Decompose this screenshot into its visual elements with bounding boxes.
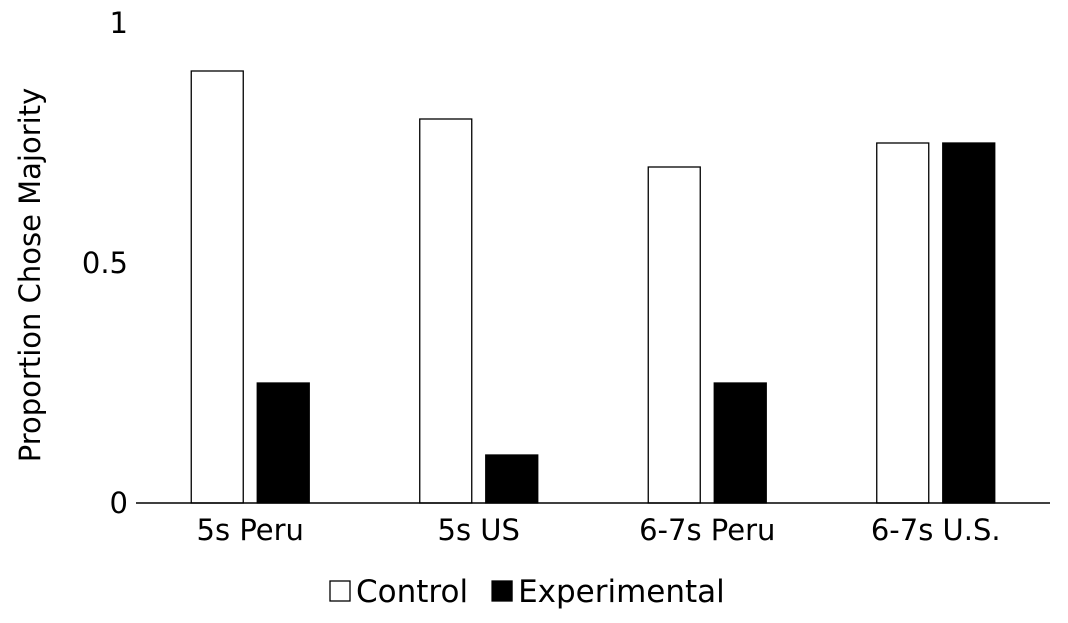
legend: Control Experimental	[329, 574, 725, 610]
y-axis-title: Proportion Chose Majority	[13, 88, 47, 463]
bar-experimental-0	[256, 382, 310, 504]
x-tick-label: 5s US	[438, 513, 520, 547]
bar-experimental-2	[713, 382, 767, 504]
x-tick-label: 6-7s U.S.	[871, 513, 1001, 547]
legend-swatch-control	[329, 580, 351, 602]
bar-control-2	[647, 166, 701, 504]
y-tick-label: 0	[110, 486, 128, 520]
y-tick-label: 0.5	[82, 246, 128, 280]
x-tick-label: 5s Peru	[197, 513, 304, 547]
y-tick-label: 1	[110, 6, 128, 40]
legend-swatch-experimental	[491, 580, 513, 602]
x-tick-labels: 5s Peru 5s US 6-7s Peru 6-7s U.S.	[197, 513, 1001, 547]
bar-control-0	[190, 70, 244, 504]
bar-experimental-3	[942, 142, 996, 504]
bar-control-1	[419, 118, 473, 504]
bar-experimental-1	[485, 454, 539, 504]
legend-label-experimental: Experimental	[518, 574, 725, 610]
y-tick-labels: 00.51	[82, 6, 128, 520]
bars	[190, 70, 996, 504]
x-tick-label: 6-7s Peru	[639, 513, 775, 547]
legend-label-control: Control	[356, 574, 468, 610]
bar-control-3	[876, 142, 930, 504]
